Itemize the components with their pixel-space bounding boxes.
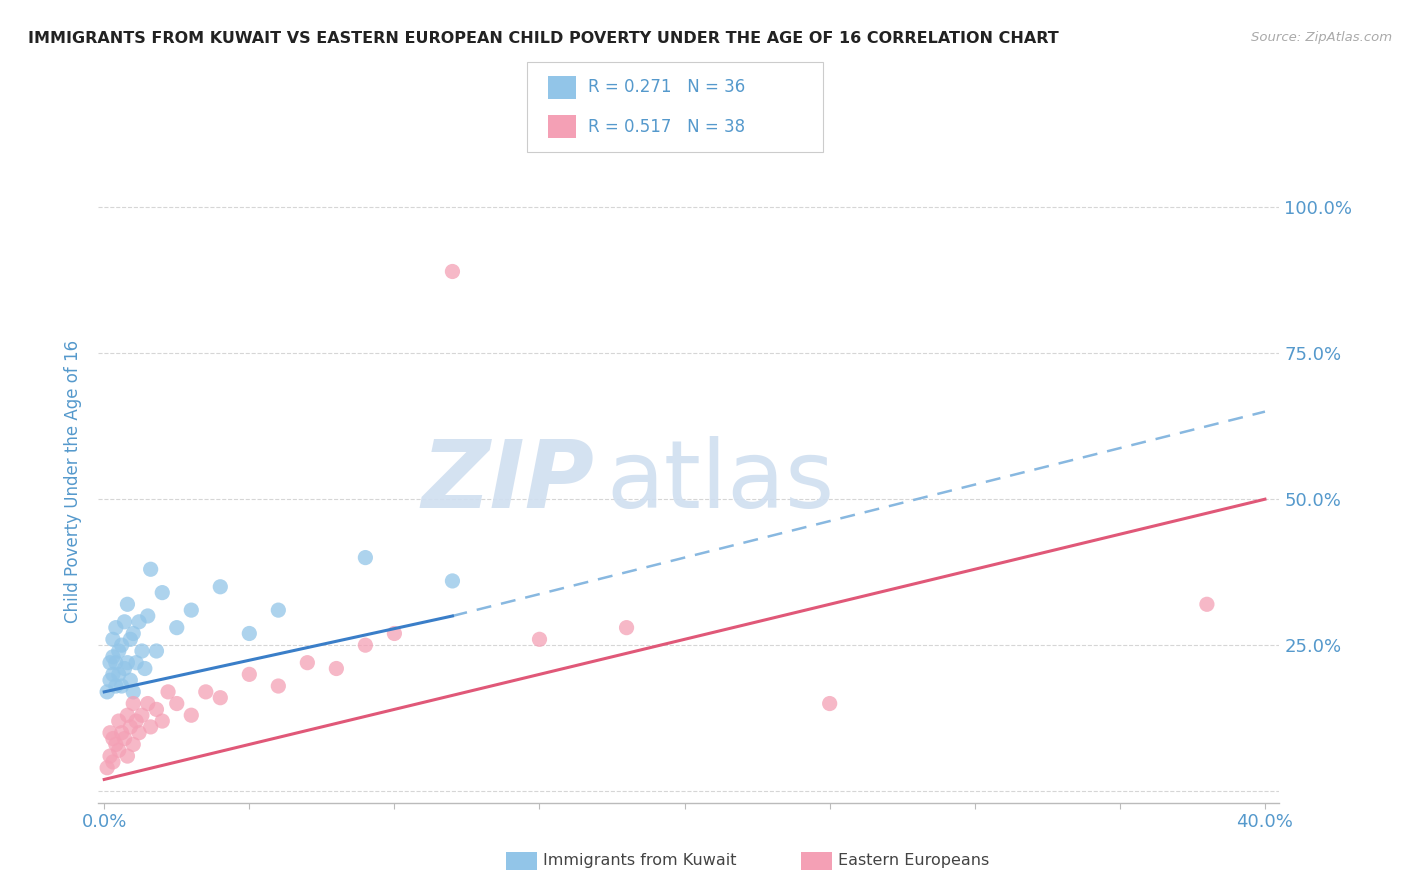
Point [120,673,142,688]
Point [441,264,464,278]
Point [818,697,841,711]
Text: IMMIGRANTS FROM KUWAIT VS EASTERN EUROPEAN CHILD POVERTY UNDER THE AGE OF 16 COR: IMMIGRANTS FROM KUWAIT VS EASTERN EUROPE… [28,31,1059,46]
Point [1195,597,1218,611]
Point [117,708,139,723]
Point [354,550,377,565]
Point [114,661,136,675]
Point [128,725,150,739]
Point [101,667,124,681]
Point [101,649,124,664]
Point [111,638,134,652]
Point [150,585,173,599]
Point [104,738,127,752]
Text: atlas: atlas [606,435,835,528]
Point [104,679,127,693]
Point [131,708,153,723]
Text: ZIP: ZIP [422,435,595,528]
Point [117,597,139,611]
Point [107,714,129,728]
Text: R = 0.517   N = 38: R = 0.517 N = 38 [588,118,745,136]
Point [166,621,188,635]
Point [122,685,145,699]
Point [209,690,232,705]
Point [150,714,173,728]
Point [114,731,136,746]
Point [325,661,347,675]
Point [180,603,202,617]
Point [139,562,162,576]
Point [136,609,159,624]
Point [98,656,121,670]
Point [120,720,142,734]
Point [267,679,290,693]
Point [98,725,121,739]
Point [267,603,290,617]
Point [107,743,129,757]
Point [122,738,145,752]
Point [180,708,202,723]
Point [122,697,145,711]
Point [111,679,134,693]
Point [441,574,464,588]
Point [209,580,232,594]
Point [136,697,159,711]
Point [117,749,139,764]
Point [117,656,139,670]
Point [157,685,180,699]
Point [96,761,118,775]
Point [145,644,167,658]
Point [104,621,127,635]
Point [101,755,124,769]
Point [238,667,260,681]
Point [238,626,260,640]
Point [125,714,148,728]
Point [131,644,153,658]
Point [297,656,319,670]
Text: Source: ZipAtlas.com: Source: ZipAtlas.com [1251,31,1392,45]
Text: Eastern Europeans: Eastern Europeans [838,854,990,868]
Point [128,615,150,629]
Y-axis label: Child Poverty Under the Age of 16: Child Poverty Under the Age of 16 [65,340,83,624]
Point [107,644,129,658]
Point [145,702,167,716]
Point [354,638,377,652]
Text: Immigrants from Kuwait: Immigrants from Kuwait [543,854,737,868]
Point [96,685,118,699]
Point [120,632,142,647]
Point [101,731,124,746]
Point [104,656,127,670]
Point [98,673,121,688]
Point [111,725,134,739]
Point [107,667,129,681]
Point [101,632,124,647]
Point [114,615,136,629]
Point [529,632,551,647]
Point [134,661,156,675]
Text: R = 0.271   N = 36: R = 0.271 N = 36 [588,78,745,96]
Point [122,626,145,640]
Point [166,697,188,711]
Point [98,749,121,764]
Point [194,685,217,699]
Point [616,621,638,635]
Point [125,656,148,670]
Point [384,626,406,640]
Point [139,720,162,734]
